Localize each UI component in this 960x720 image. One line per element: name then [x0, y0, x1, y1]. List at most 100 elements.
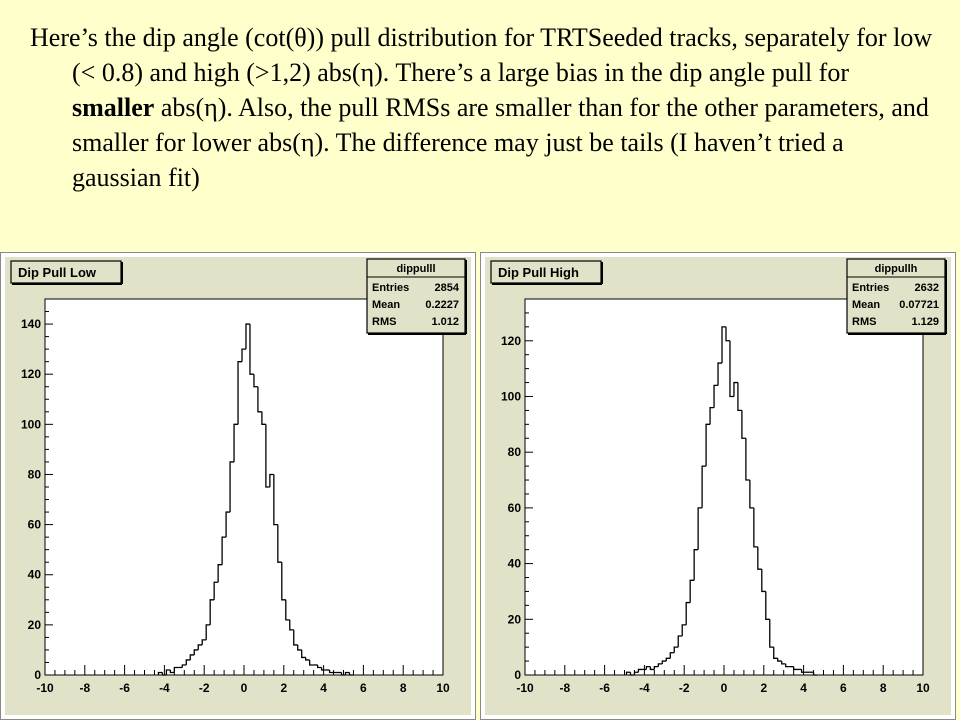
histogram-bin: [193, 649, 199, 655]
x-tick-label: 6: [360, 681, 367, 695]
histogram-bin: [173, 666, 179, 673]
x-tick-label: -10: [516, 681, 534, 695]
histogram-bin: [769, 619, 774, 648]
x-tick-label: -8: [79, 681, 90, 695]
histogram-dip-pull-low: Dip Pull Low dippulll Entries 2854 Mean 0.222…: [10, 258, 467, 695]
histogram-bin: [316, 664, 322, 669]
x-tick-label: 0: [721, 681, 728, 695]
x-tick-label: 2: [760, 681, 767, 695]
histogram-bin: [257, 386, 262, 413]
histogram-bin: [297, 644, 302, 651]
y-tick-label: 60: [28, 518, 42, 532]
y-tick-label: 80: [508, 445, 522, 459]
histogram-bin: [221, 536, 227, 565]
slide-body-text: Here’s the dip angle (cot(θ)) pull distr…: [30, 20, 935, 195]
histogram-bin: [781, 661, 786, 665]
text-line-2: abs(η). Also, the pull RMSs are smaller …: [72, 93, 929, 192]
histogram-title: Dip Pull High: [490, 260, 603, 285]
x-tick-label: -4: [159, 681, 170, 695]
histogram-bin: [344, 671, 350, 675]
histogram-bin: [213, 581, 219, 600]
x-tick-label: 10: [916, 681, 930, 695]
histogram-bin: [689, 579, 695, 603]
histogram-bin: [281, 562, 286, 601]
histogram-bin: [181, 664, 187, 668]
histogram-bin: [289, 619, 294, 631]
histogram-bin: [737, 382, 742, 412]
bullet-paragraph: Here’s the dip angle (cot(θ)) pull distr…: [30, 20, 935, 195]
canvas-dip-pull-low: Dip Pull Low dippulll Entries 2854 Mean 0.222…: [0, 252, 476, 720]
stats-value-entries: 2854: [435, 282, 460, 294]
x-tick-label: 10: [436, 681, 450, 695]
title-text: Dip Pull Low: [18, 265, 97, 280]
histogram-series: [625, 326, 818, 676]
y-tick-label: 40: [28, 568, 42, 582]
histogram-bin: [800, 669, 806, 673]
canvas-dip-pull-high: Dip Pull High dippullh Entries 2632 Mean 0.07…: [480, 252, 956, 720]
histogram-bin: [653, 665, 659, 670]
y-tick-label: 20: [508, 612, 522, 626]
histogram-bin: [269, 473, 274, 487]
histogram-bin: [793, 666, 798, 671]
histogram-title: Dip Pull Low: [10, 260, 123, 285]
histogram-bin: [249, 324, 254, 375]
histogram-bin: [301, 649, 306, 659]
stats-value-rms: 1.129: [911, 316, 939, 328]
plot-area: [44, 298, 444, 676]
stats-label-rms: RMS: [372, 316, 396, 328]
histogram-bin: [233, 423, 239, 462]
histogram-bin: [348, 672, 354, 676]
histogram-bin: [169, 669, 175, 674]
histogram-bin: [717, 362, 723, 386]
histogram-dip-pull-high: Dip Pull High dippullh Entries 2632 Mean 0.07…: [490, 258, 947, 695]
histogram-bin: [649, 666, 655, 671]
histogram-bin: [657, 663, 663, 667]
stats-box: dippulll Entries 2854 Mean 0.2227 RMS 1.012: [366, 258, 467, 335]
histogram-bin: [261, 411, 266, 425]
histogram-bin: [285, 599, 290, 621]
histogram-bin: [320, 667, 326, 671]
histogram-bin: [725, 326, 730, 342]
stats-name: dippulll: [396, 263, 435, 275]
x-tick-label: 8: [400, 681, 407, 695]
histogram-bin: [189, 654, 195, 660]
histogram-bin: [677, 635, 683, 648]
title-text: Dip Pull High: [498, 265, 579, 280]
text-line-1: Here’s the dip angle (cot(θ)) pull distr…: [30, 23, 933, 87]
histogram-bin: [237, 361, 243, 425]
x-tick-label: 2: [280, 681, 287, 695]
histogram-bin: [749, 480, 754, 509]
stats-label-rms: RMS: [852, 316, 876, 328]
histogram-bin: [661, 660, 667, 664]
y-tick-label: 0: [514, 668, 521, 682]
x-tick-label: -8: [559, 681, 570, 695]
histogram-bin: [721, 326, 726, 364]
histogram-series: [157, 323, 354, 676]
histogram-bin: [165, 669, 171, 675]
histogram-bin: [745, 438, 750, 481]
stats-label-mean: Mean: [372, 299, 400, 311]
histogram-bin: [761, 569, 766, 593]
histogram-bin: [245, 323, 250, 350]
x-tick-label: -10: [36, 681, 54, 695]
histogram-bin: [205, 624, 211, 640]
histogram-bin: [185, 659, 191, 665]
histogram-bin: [665, 657, 671, 662]
histogram-bin: [253, 374, 258, 388]
histogram-bin: [669, 652, 675, 659]
histogram-bin: [277, 524, 282, 563]
histogram-bin: [309, 659, 314, 666]
x-tick-label: -6: [119, 681, 130, 695]
stats-box: dippullh Entries 2632 Mean 0.07721 RMS 1.129: [846, 258, 947, 335]
histogram-bin: [201, 639, 207, 645]
histogram-bin: [633, 671, 639, 675]
histogram-bin: [729, 340, 734, 398]
histogram-bin: [340, 672, 346, 676]
y-tick-label: 60: [508, 501, 522, 515]
histogram-bin: [697, 507, 703, 550]
stats-value-entries: 2632: [915, 282, 939, 294]
y-tick-label: 80: [28, 467, 42, 481]
stats-label-entries: Entries: [372, 282, 409, 294]
histogram-bin: [225, 511, 231, 538]
histogram-bin: [693, 549, 699, 581]
